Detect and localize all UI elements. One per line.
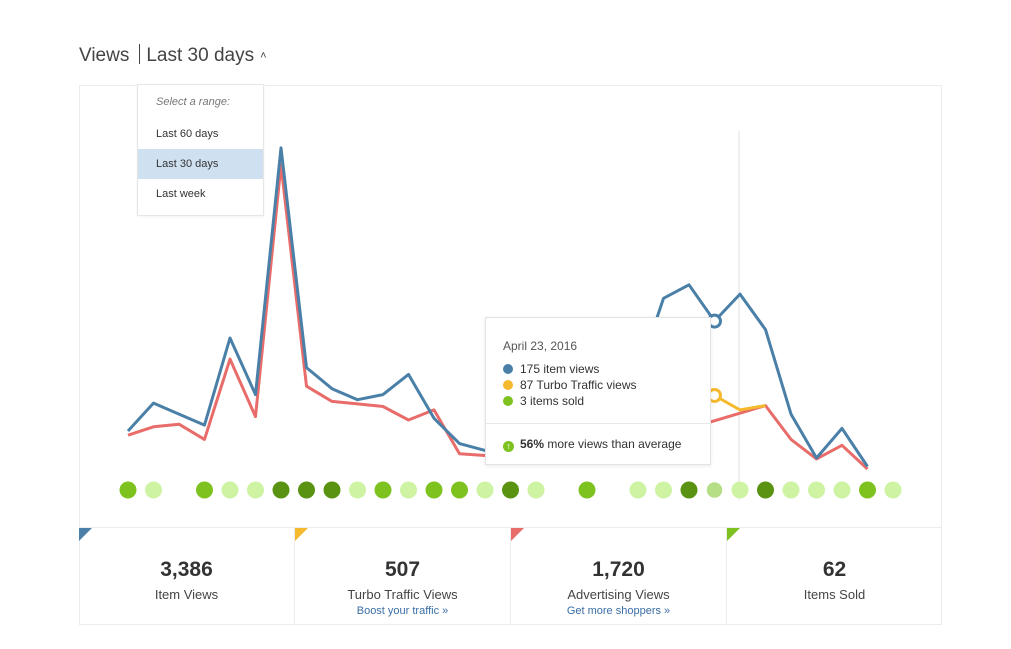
stat-value: 1,720 xyxy=(592,558,645,581)
tooltip-percent: 56% xyxy=(520,437,545,451)
items-sold-dot[interactable] xyxy=(425,481,443,499)
range-option-last-60-days[interactable]: Last 60 days xyxy=(156,128,219,140)
stat-value: 507 xyxy=(384,558,421,581)
items-sold-dot[interactable] xyxy=(527,481,545,499)
tooltip-row-item-views: 175 item views xyxy=(486,361,710,377)
items-sold-dot[interactable] xyxy=(655,481,672,499)
items-sold-dot[interactable] xyxy=(680,481,698,499)
stat-label: Items Sold xyxy=(803,587,866,602)
stat-value: 3,386 xyxy=(160,558,213,581)
items-sold-dot[interactable] xyxy=(808,481,825,499)
range-option-last-week[interactable]: Last week xyxy=(156,188,206,200)
items-sold-dot[interactable] xyxy=(705,480,724,500)
range-label: Last 30 days xyxy=(146,45,255,66)
stat-label: Item Views xyxy=(154,587,219,602)
highlight-markers xyxy=(707,313,722,403)
arrow-up-icon: ↑ xyxy=(503,441,514,452)
items-sold-dot[interactable] xyxy=(119,481,137,499)
dropdown-label: Select a range: xyxy=(156,96,230,108)
items-sold-dot[interactable] xyxy=(298,481,315,499)
stat-items-sold: 62 Items Sold xyxy=(727,528,942,625)
stat-advertising-views: 1,720 Advertising Views Get more shopper… xyxy=(511,528,727,625)
items-sold-dot[interactable] xyxy=(833,481,851,499)
items-sold-dot[interactable] xyxy=(400,481,417,499)
items-sold-dot[interactable] xyxy=(145,481,162,499)
items-sold-dot[interactable] xyxy=(859,481,876,499)
items-sold-dot[interactable] xyxy=(782,481,800,499)
header-title: Views xyxy=(79,45,130,66)
get-more-shoppers-link[interactable]: Get more shoppers » xyxy=(566,605,671,617)
items-sold-dot[interactable] xyxy=(451,481,468,499)
range-option-last-30-days[interactable]: Last 30 days xyxy=(138,149,263,179)
tooltip-divider xyxy=(486,423,710,424)
items-sold-dot[interactable] xyxy=(374,481,392,499)
items-sold-dot[interactable] xyxy=(757,481,774,499)
turbo-views-dot-icon xyxy=(503,380,513,390)
items-sold-dot[interactable] xyxy=(476,481,494,499)
tooltip-date: April 23, 2016 xyxy=(503,339,578,353)
items-sold-dot[interactable] xyxy=(502,481,519,499)
items-sold-dot[interactable] xyxy=(731,481,749,499)
chevron-up-icon: ˄ xyxy=(260,50,267,62)
range-selector[interactable]: Last 30 days ˄ xyxy=(146,45,266,66)
items-sold-dots xyxy=(119,480,902,500)
stats-row: 3,386 Item Views 507 Turbo Traffic Views… xyxy=(79,527,942,625)
items-sold-dot[interactable] xyxy=(247,481,264,499)
items-sold-dot[interactable] xyxy=(221,481,239,499)
tooltip-footer-text: more views than average xyxy=(547,437,682,451)
corner-flag-icon xyxy=(295,528,308,541)
tooltip-row-text: 3 items sold xyxy=(520,394,585,408)
items-sold-dot-icon xyxy=(503,396,513,406)
chart-header: Views Last 30 days ˄ xyxy=(79,44,267,67)
stat-label: Turbo Traffic Views xyxy=(347,587,458,602)
items-sold-dot[interactable] xyxy=(578,481,596,499)
items-sold-dot[interactable] xyxy=(629,481,647,499)
item-views-dot-icon xyxy=(503,364,513,374)
items-sold-dot[interactable] xyxy=(323,481,341,499)
stat-value: 62 xyxy=(822,558,847,581)
items-sold-dot[interactable] xyxy=(196,481,213,499)
header-divider xyxy=(139,44,141,64)
stat-item-views: 3,386 Item Views xyxy=(79,528,295,625)
tooltip-row-turbo-views: 87 Turbo Traffic views xyxy=(486,377,710,393)
tooltip-footer: ↑ 56% more views than average xyxy=(486,424,710,452)
items-sold-dot[interactable] xyxy=(884,481,902,499)
tooltip-row-items-sold: 3 items sold xyxy=(486,393,710,409)
items-sold-dot[interactable] xyxy=(272,481,290,499)
tooltip-row-text: 87 Turbo Traffic views xyxy=(520,378,637,392)
items-sold-dot[interactable] xyxy=(349,481,366,499)
range-dropdown: Select a range: Last 60 days Last 30 day… xyxy=(137,84,264,216)
stat-label: Advertising Views xyxy=(567,587,670,602)
boost-traffic-link[interactable]: Boost your traffic » xyxy=(356,605,449,617)
corner-flag-icon xyxy=(79,528,92,541)
corner-flag-icon xyxy=(511,528,524,541)
data-tooltip: April 23, 2016 175 item views 87 Turbo T… xyxy=(485,317,711,465)
corner-flag-icon xyxy=(727,528,740,541)
stat-turbo-traffic-views: 507 Turbo Traffic Views Boost your traff… xyxy=(295,528,511,625)
tooltip-row-text: 175 item views xyxy=(520,362,600,376)
